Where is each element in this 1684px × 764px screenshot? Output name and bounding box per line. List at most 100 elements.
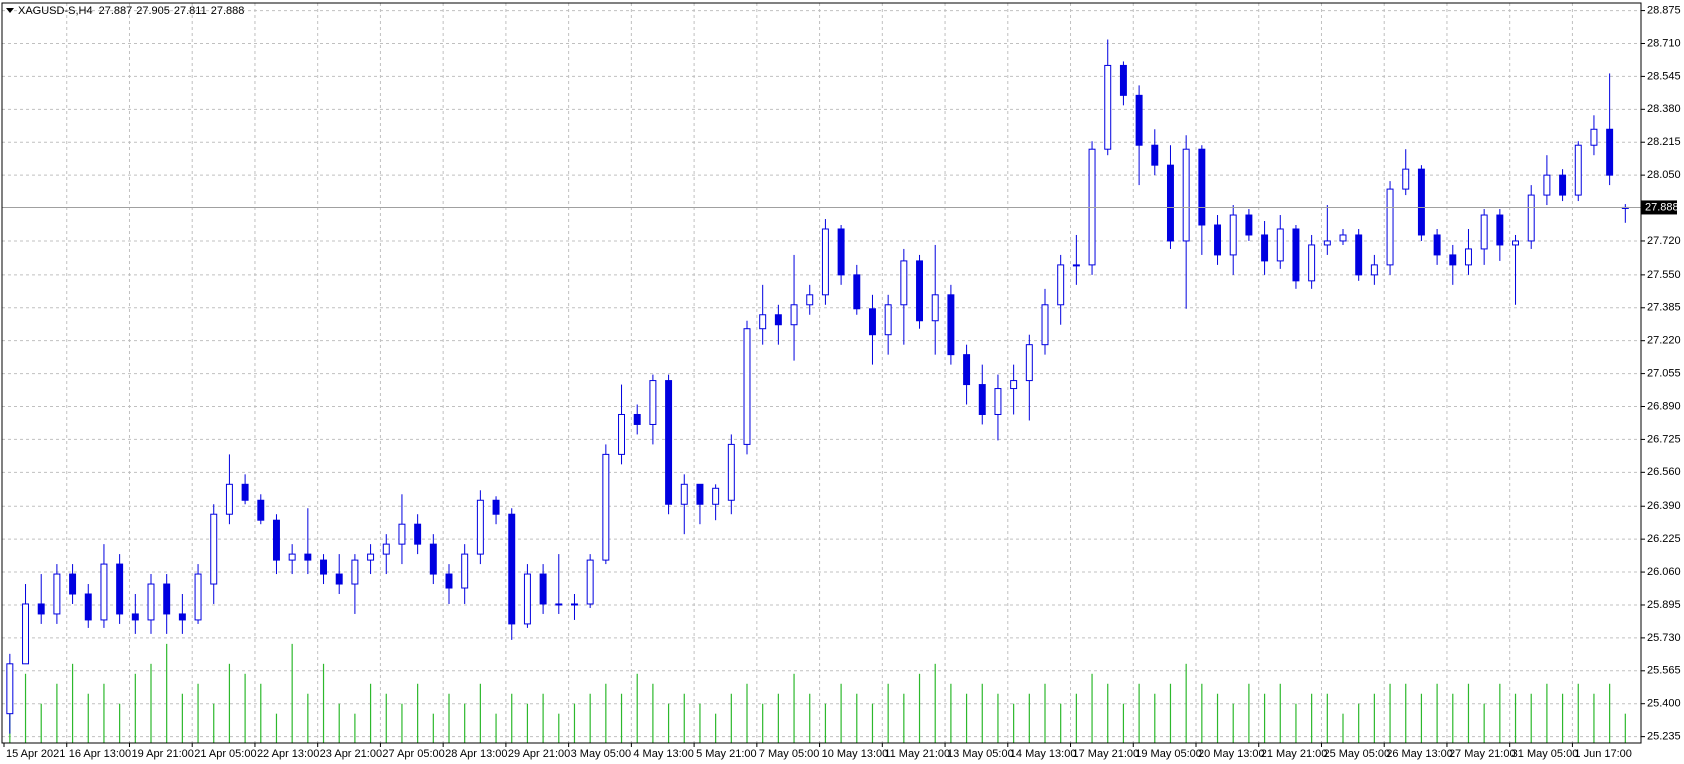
candle-body <box>539 573 547 605</box>
volume-layer <box>9 643 1626 743</box>
candle-body <box>272 519 280 561</box>
x-tick-label: 14 May 13:00 <box>1010 748 1077 760</box>
candle-body <box>476 499 484 555</box>
x-tick-label: 21 Apr 05:00 <box>194 748 256 760</box>
candle-body <box>178 613 186 621</box>
candle-body <box>1574 144 1582 196</box>
y-tick-label: 26.725 <box>1647 433 1681 445</box>
candle-body <box>147 583 155 621</box>
candle-body <box>570 603 578 606</box>
candle-body <box>1151 144 1159 166</box>
y-tick-label: 25.235 <box>1647 731 1681 743</box>
candle-body <box>1010 380 1018 390</box>
candle-body <box>1402 168 1410 190</box>
candle-body <box>931 294 939 322</box>
candle-body <box>1386 188 1394 266</box>
candle-body <box>1355 234 1363 276</box>
candle-body <box>1057 264 1065 306</box>
candle-body <box>84 593 92 621</box>
candle-body <box>1198 148 1206 226</box>
candle-body <box>774 314 782 326</box>
candle-body <box>288 553 296 561</box>
chart-header: XAGUSD-S,H4 27.887 27.905 27.811 27.888 <box>18 5 244 17</box>
y-tick-label: 26.225 <box>1647 533 1681 545</box>
candle-body <box>618 413 626 455</box>
candle-body <box>994 388 1002 415</box>
candle-body <box>586 559 594 605</box>
candle-body <box>131 613 139 621</box>
candle-body <box>6 663 14 715</box>
candle-body <box>1261 234 1269 262</box>
candle-body <box>194 573 202 621</box>
candle-body <box>1527 194 1535 242</box>
x-tick-label: 5 May 21:00 <box>696 748 757 760</box>
y-tick-label: 25.895 <box>1647 599 1681 611</box>
candle-body <box>1464 248 1472 266</box>
x-tick-label: 17 May 21:00 <box>1073 748 1140 760</box>
candle-body <box>398 523 406 545</box>
candle-body <box>837 228 845 276</box>
candle-body <box>1292 228 1300 282</box>
candle-body <box>241 483 249 501</box>
candle-body <box>1245 214 1253 236</box>
grid-layer <box>2 3 1641 743</box>
x-tick-label: 19 Apr 21:00 <box>131 748 193 760</box>
x-tick-label: 29 Apr 21:00 <box>508 748 570 760</box>
candle-body <box>900 260 908 306</box>
candle-body <box>1543 174 1551 196</box>
y-tick-label: 27.055 <box>1647 368 1681 380</box>
y-tick-label: 28.710 <box>1647 37 1681 49</box>
candle-body <box>680 483 688 505</box>
candle-body <box>508 513 516 625</box>
candle-body <box>382 543 390 555</box>
candle-body <box>523 573 531 625</box>
candle-body <box>461 553 469 589</box>
axis-layer: 28.875 28.710 28.545 28.380 28.215 28.050 27.7… <box>2 4 1681 760</box>
candle-body <box>1590 128 1598 146</box>
x-tick-label: 22 Apr 13:00 <box>257 748 319 760</box>
candle-layer <box>6 39 1629 734</box>
y-tick-label: 27.385 <box>1647 302 1681 314</box>
candle-body <box>37 603 45 615</box>
candle-body <box>853 274 861 310</box>
candle-body <box>1041 304 1049 346</box>
candle-body <box>963 354 971 386</box>
header-open: 27.887 <box>99 5 133 17</box>
candle-body <box>304 553 312 561</box>
x-tick-label: 4 May 13:00 <box>633 748 694 760</box>
candle-body <box>1339 234 1347 242</box>
candle-body <box>633 413 641 425</box>
candle-body <box>53 573 61 615</box>
candle-body <box>1166 164 1174 242</box>
y-tick-label: 25.730 <box>1647 632 1681 644</box>
candle-body <box>1229 214 1237 256</box>
candle-body <box>429 543 437 575</box>
x-tick-label: 27 Apr 05:00 <box>382 748 444 760</box>
candle-body <box>1512 240 1520 246</box>
x-tick-label: 11 May 21:00 <box>884 748 950 760</box>
current-price-box <box>1641 200 1677 215</box>
candle-body <box>790 304 798 326</box>
y-tick-label: 27.220 <box>1647 335 1681 347</box>
candle-body <box>1417 168 1425 236</box>
candle-body <box>759 314 767 330</box>
candle-body <box>1606 128 1614 176</box>
candle-body <box>1323 240 1331 246</box>
x-tick-label: 31 May 05:00 <box>1512 748 1579 760</box>
y-tick-label: 26.890 <box>1647 400 1681 412</box>
candle-body <box>916 260 924 322</box>
header-high: 27.905 <box>136 5 170 17</box>
current-price-label: 27.888 <box>1645 201 1679 213</box>
candle-body <box>210 513 218 585</box>
y-tick-label: 28.875 <box>1647 4 1681 16</box>
candle-body <box>806 294 814 306</box>
candle-body <box>225 483 233 515</box>
x-tick-label: 19 May 05:00 <box>1135 748 1202 760</box>
y-tick-label: 27.720 <box>1647 235 1681 247</box>
y-tick-label: 25.565 <box>1647 665 1681 677</box>
candle-body <box>868 308 876 336</box>
x-tick-label: 13 May 05:00 <box>947 748 1014 760</box>
candle-body <box>1496 214 1504 246</box>
